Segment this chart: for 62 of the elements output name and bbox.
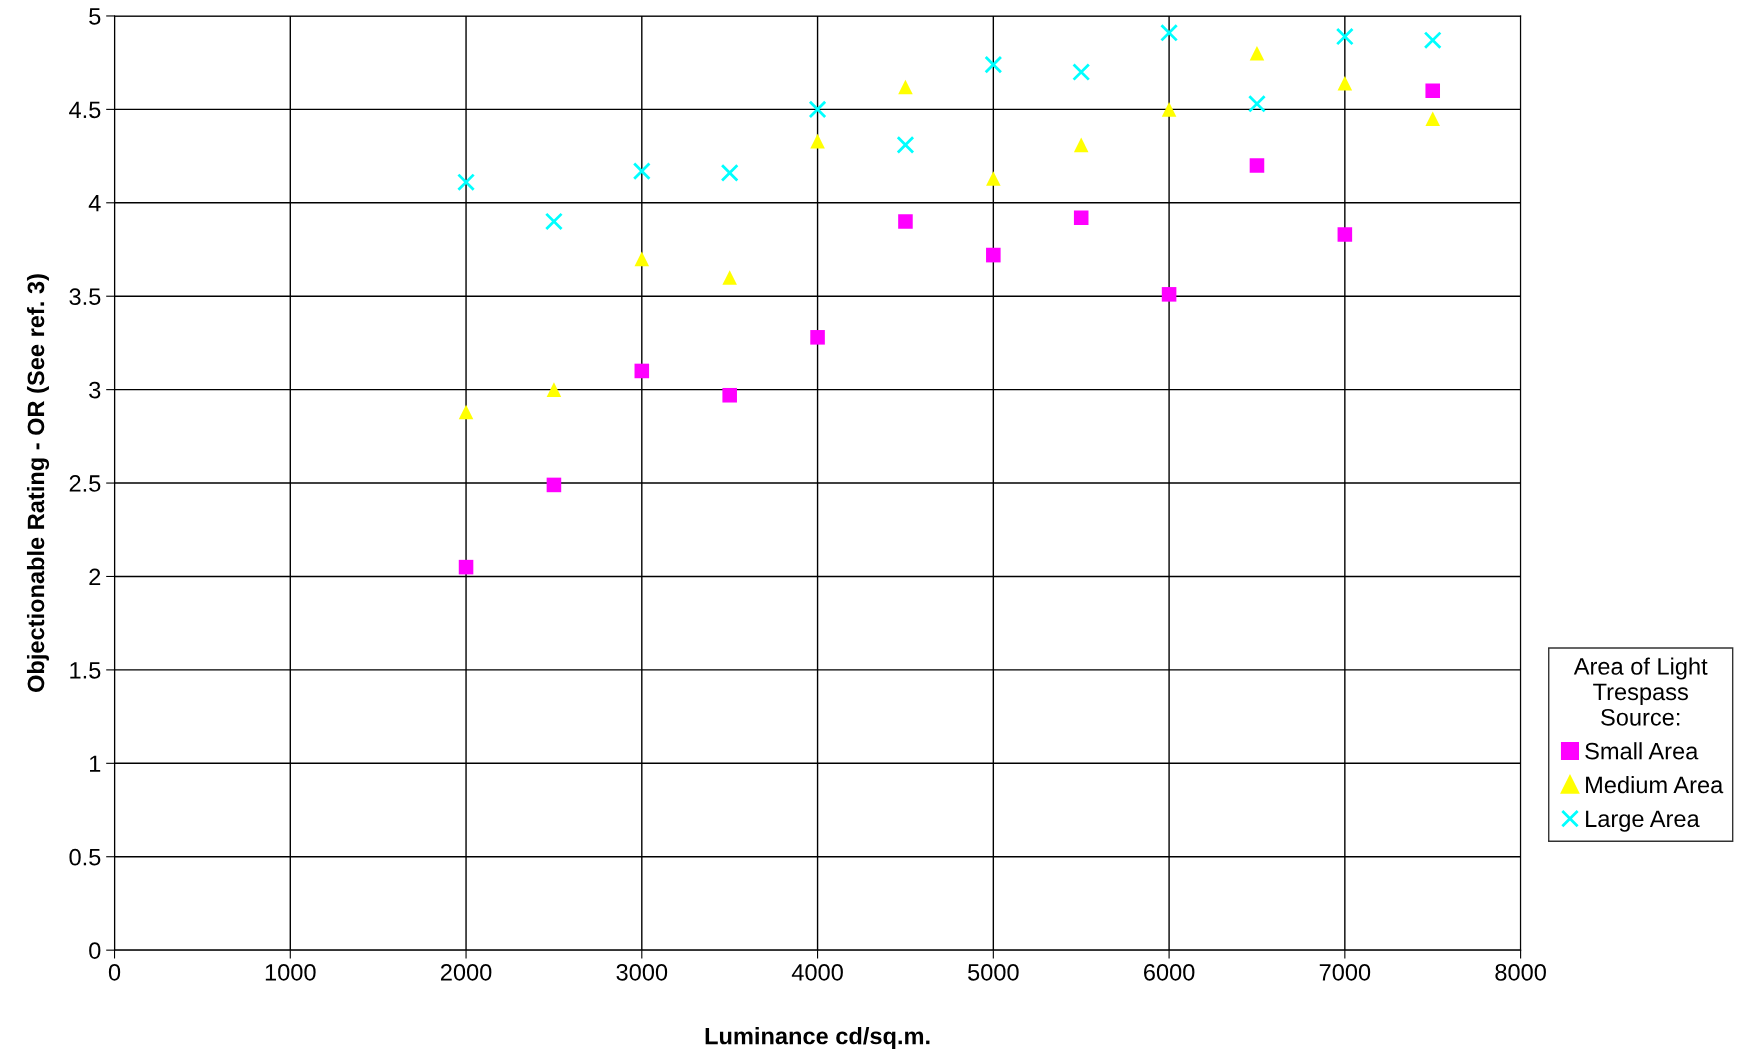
point [1337,75,1353,91]
point [722,387,737,403]
point [1425,83,1441,98]
y-tick-label: 3.5 [69,288,101,306]
point [544,212,563,231]
x-tick-label: 4000 [791,963,843,981]
x-tick-label: 3000 [616,963,668,981]
x-axis-title: Luminance cd/sq.m. [705,1027,930,1050]
point [546,477,562,493]
point [458,404,474,420]
x-tick-label: 8000 [1495,963,1546,981]
point [986,247,1001,263]
legend-label: Large Area [1586,810,1700,832]
y-tick-label: 1 [90,755,101,772]
y-tick-label: 3 [89,381,101,399]
y-axis-title: Objectionable Rating - OR (See ref. 3) [26,274,50,692]
point [1072,63,1091,82]
point [546,382,562,397]
point [810,133,825,149]
y-tick-label: 2 [89,568,101,586]
legend-title: Area of Light Trespass Source: [1573,657,1708,726]
y-tick-label: 1.5 [70,662,101,679]
point [1247,94,1266,113]
x-tick-label: 0 [108,963,121,981]
y-tick-label: 0.5 [69,848,101,866]
point [1335,27,1354,46]
x-tick-label: 5000 [968,963,1019,981]
point [1161,102,1177,117]
point [634,363,650,379]
point [898,214,913,229]
point [720,163,739,182]
y-tick-label: 0 [89,942,101,959]
y-tick-label: 5 [89,8,101,25]
point [632,162,651,181]
point [1249,158,1265,173]
point [634,251,650,267]
point [810,330,825,345]
point [1073,137,1089,153]
y-tick-label: 4.5 [69,101,101,119]
point [898,79,913,95]
x-tick-label: 6000 [1144,963,1195,981]
y-tick-label: 4 [88,195,101,212]
point [1160,23,1179,42]
point [1425,111,1441,126]
x-tick-label: 2000 [440,963,492,981]
legend-label: Medium Area [1586,775,1724,794]
point [808,100,827,119]
point [1073,210,1089,226]
point [1161,287,1177,302]
point [896,135,915,154]
point [457,173,476,192]
point [1423,31,1442,50]
point [458,559,474,575]
point [986,171,1001,186]
legend-label: Small Area [1585,742,1699,760]
y-tick-label: 2.5 [69,475,101,492]
point [984,55,1003,74]
point [1249,46,1265,61]
x-tick-label: 7000 [1319,963,1371,981]
x-tick-label: 1000 [265,963,316,981]
point [722,270,737,285]
point [1337,227,1353,242]
